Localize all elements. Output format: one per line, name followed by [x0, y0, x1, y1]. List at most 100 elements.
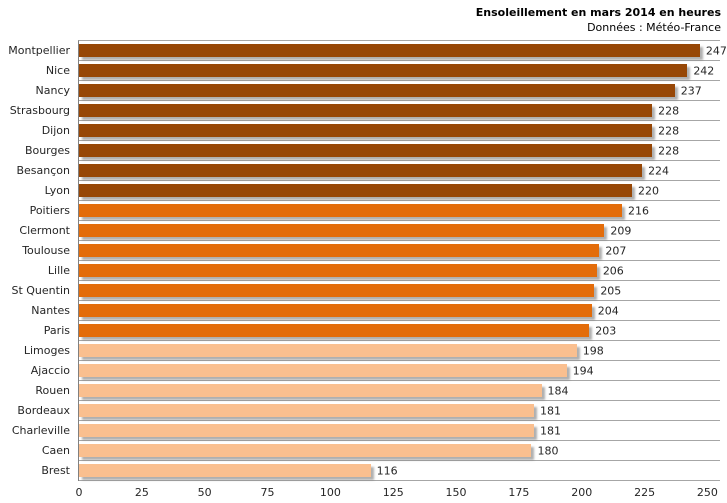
- x-axis-tick-label: 225: [634, 486, 656, 499]
- bar-row: 206: [79, 261, 720, 281]
- category-label: Paris: [43, 323, 70, 337]
- x-axis-tick-label: 100: [319, 486, 341, 499]
- bar-row: 216: [79, 201, 720, 221]
- bar: [79, 404, 534, 417]
- bar: [79, 444, 532, 457]
- bar: [79, 204, 622, 217]
- bar-value-label: 116: [376, 464, 398, 477]
- bar-row: 209: [79, 221, 720, 241]
- bar-row: 194: [79, 361, 720, 381]
- category-label: Lyon: [44, 183, 70, 197]
- bar-value-label: 242: [693, 64, 715, 77]
- bar-value-label: 205: [600, 284, 622, 297]
- category-label: Besançon: [16, 163, 70, 177]
- category-label: Toulouse: [22, 243, 70, 257]
- category-label: Caen: [41, 443, 70, 457]
- bar-value-label: 237: [680, 84, 702, 97]
- category-label: Strasbourg: [9, 103, 70, 117]
- bar-row: 220: [79, 181, 720, 201]
- bar-value-label: 228: [658, 124, 680, 137]
- bar: [79, 224, 605, 237]
- x-axis-tick-label: 25: [134, 486, 149, 499]
- bar-value-label: 247: [705, 44, 727, 57]
- category-label: Nancy: [35, 83, 71, 97]
- bar-row: 207: [79, 241, 720, 261]
- category-label: Limoges: [23, 343, 70, 357]
- category-label: Bordeaux: [17, 403, 70, 417]
- bar: [79, 364, 567, 377]
- bar-value-label: 181: [539, 404, 561, 417]
- bar: [79, 344, 577, 357]
- bar: [79, 164, 643, 177]
- bar-value-label: 204: [597, 304, 619, 317]
- value-axis: 0 25 50 75 100 125 150 175 200 225 250: [75, 481, 720, 503]
- bar: [79, 464, 371, 477]
- bar-value-label: 184: [547, 384, 569, 397]
- bar: [79, 64, 688, 77]
- category-label: Lille: [47, 263, 70, 277]
- bar-value-label: 181: [539, 424, 561, 437]
- bar: [79, 324, 590, 337]
- bar-row: 198: [79, 341, 720, 361]
- bar-value-label: 206: [602, 264, 624, 277]
- category-label: Bourges: [24, 143, 70, 157]
- bar-row: 203: [79, 321, 720, 341]
- bar: [79, 244, 600, 257]
- bar: [79, 424, 534, 437]
- bar: [79, 44, 700, 57]
- bar-row: 247: [79, 41, 727, 61]
- bar: [79, 124, 653, 137]
- x-axis-tick-label: 125: [382, 486, 404, 499]
- x-axis-tick-label: 200: [571, 486, 593, 499]
- category-label: Charleville: [11, 423, 70, 437]
- category-label: Nantes: [31, 303, 70, 317]
- category-label: Clermont: [19, 223, 70, 237]
- bar-row: 228: [79, 141, 720, 161]
- x-axis-tick-label: 175: [508, 486, 530, 499]
- bar: [79, 184, 633, 197]
- bar: [79, 144, 653, 157]
- bar-value-label: 228: [658, 144, 680, 157]
- bar-row: 237: [79, 81, 720, 101]
- category-label: Poitiers: [29, 203, 70, 217]
- bar-row: 228: [79, 101, 720, 121]
- chart-title: Ensoleillement en mars 2014 en heures: [475, 6, 721, 19]
- bar-value-label: 216: [627, 204, 649, 217]
- category-label: St Quentin: [11, 283, 70, 297]
- bar-row: 224: [79, 161, 720, 181]
- category-label: Dijon: [41, 123, 70, 137]
- x-axis-tick-label: 75: [260, 486, 275, 499]
- bar-value-label: 207: [605, 244, 627, 257]
- bar-value-label: 224: [648, 164, 670, 177]
- x-axis-tick-label: 50: [197, 486, 212, 499]
- category-label: Rouen: [35, 383, 70, 397]
- bar-row: 116: [79, 461, 720, 481]
- bar: [79, 384, 542, 397]
- bar-value-label: 198: [582, 344, 604, 357]
- bar-value-label: 180: [537, 444, 559, 457]
- x-axis-tick-label: 150: [445, 486, 467, 499]
- bar-row: 204: [79, 301, 720, 321]
- bar-row: 205: [79, 281, 720, 301]
- category-axis: Montpellier Nice Nancy Strasbourg Dijon Bourg…: [0, 40, 78, 481]
- bar: [79, 104, 653, 117]
- category-label: Nice: [45, 63, 70, 77]
- bar: [79, 304, 592, 317]
- category-label: Montpellier: [8, 43, 70, 57]
- chart-body: Montpellier Nice Nancy Strasbourg Dijon Bourg…: [0, 40, 727, 499]
- category-label: Brest: [41, 463, 70, 477]
- bar-row: 181: [79, 401, 720, 421]
- bar-value-label: 228: [658, 104, 680, 117]
- chart-header: Ensoleillement en mars 2014 en heures Do…: [476, 5, 721, 35]
- bar-row: 181: [79, 421, 720, 441]
- bar-value-label: 209: [610, 224, 632, 237]
- bar-row: 228: [79, 121, 720, 141]
- bar-row: 242: [79, 61, 720, 81]
- bar: [79, 284, 595, 297]
- bar-row: 180: [79, 441, 720, 461]
- plot-area: 247 242 237 228 228 228 224 220 216 209 207 206 205 2…: [76, 40, 727, 499]
- bar: [79, 264, 597, 277]
- bar-value-label: 194: [572, 364, 594, 377]
- x-axis-tick-label: 0: [75, 486, 83, 499]
